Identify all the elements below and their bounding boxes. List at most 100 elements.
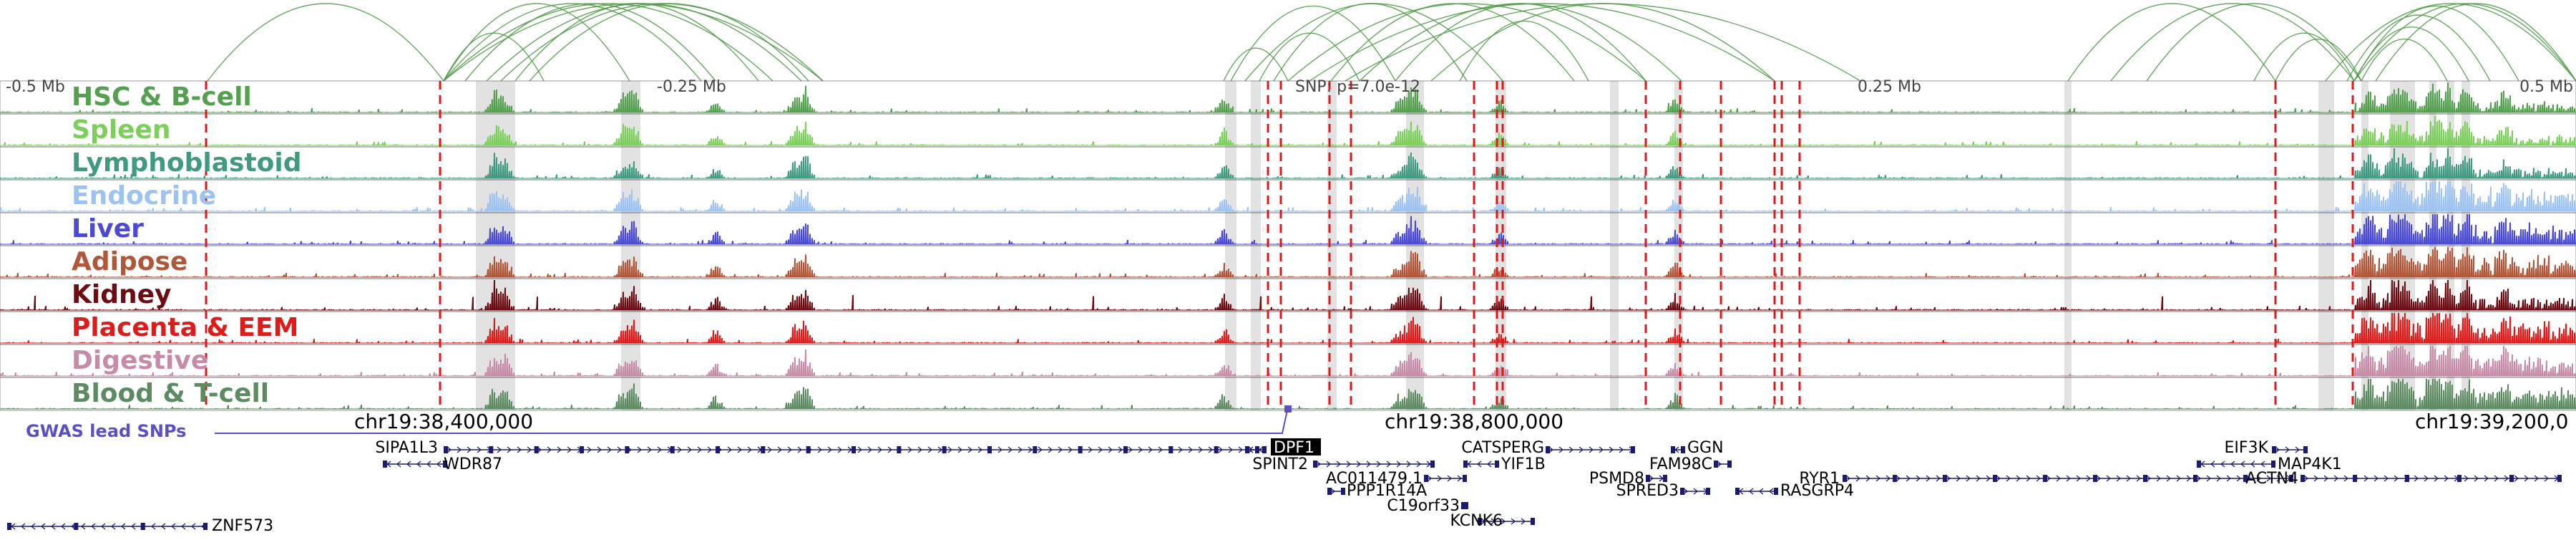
signal-track (0, 278, 2576, 312)
strand-arrow (467, 446, 472, 453)
signal-area (0, 379, 2576, 409)
strand-arrow (1366, 461, 1371, 468)
gene-spred3: SPRED3 (1616, 482, 1710, 500)
strand-arrow (1008, 446, 1013, 453)
strand-arrow (1148, 446, 1153, 453)
strand-arrow (111, 523, 116, 530)
strand-arrow (2250, 461, 2255, 468)
signal-track (0, 179, 2576, 213)
loop-arc (2325, 3, 2576, 82)
strand-arrow (1427, 475, 1432, 482)
strand-arrow (657, 446, 662, 453)
strand-arrow (1330, 488, 1335, 495)
exon (1341, 488, 1345, 495)
gene-catsperg: CATSPERG (1461, 439, 1635, 457)
strand-arrow (1749, 488, 1754, 495)
strand-arrow (2096, 475, 2101, 482)
gene-dpf1: DPF1 (1245, 438, 1321, 457)
strand-arrow (1118, 446, 1123, 453)
loop-arc (529, 3, 809, 82)
gene-label: MAP4K1 (2278, 455, 2342, 473)
strand-arrow (647, 446, 652, 453)
strand-arrow (1683, 488, 1688, 495)
loop-arc (443, 3, 774, 82)
strand-arrow (426, 461, 431, 468)
strand-arrow (2514, 475, 2519, 482)
exon (2509, 475, 2514, 482)
strand-arrow (2524, 475, 2529, 482)
distance-label: 0.5 Mb (2519, 78, 2573, 96)
strand-arrow (2313, 475, 2318, 482)
gene-label: KCNK6 (1450, 512, 1503, 530)
strand-arrow (91, 523, 96, 530)
strand-arrow (477, 446, 482, 453)
strand-arrow (927, 446, 932, 453)
strand-arrow (617, 446, 622, 453)
exon (2303, 446, 2308, 453)
strand-arrow (1048, 446, 1053, 453)
strand-arrow (1986, 475, 1991, 482)
exon (1464, 502, 1468, 509)
strand-arrow (2206, 475, 2211, 482)
gene-label: PSMD8 (1589, 470, 1644, 488)
strand-arrow (547, 446, 552, 453)
exon (1631, 446, 1635, 453)
strand-arrow (1717, 461, 1722, 468)
strand-arrow (527, 446, 532, 453)
strand-arrow (2434, 475, 2439, 482)
loop-arc (2067, 3, 2276, 82)
strand-arrow (21, 523, 26, 530)
strand-arrow (1457, 475, 1462, 482)
strand-arrow (1491, 518, 1496, 525)
strand-arrow (1487, 461, 1492, 468)
strand-arrow (2176, 475, 2181, 482)
gene-highlight-box (1271, 438, 1321, 455)
exon (140, 523, 145, 530)
exon (1663, 475, 1667, 482)
strand-arrow (2230, 461, 2235, 468)
strand-arrow (827, 446, 832, 453)
strand-arrow (121, 523, 126, 530)
signal-track (0, 245, 2576, 279)
strand-arrow (61, 523, 66, 530)
strand-arrow (81, 523, 86, 530)
strand-arrow (687, 446, 692, 453)
strand-arrow (747, 446, 752, 453)
exon (1714, 461, 1718, 468)
exon (383, 461, 387, 468)
loop-arc (2110, 3, 2355, 82)
strand-arrow (1568, 446, 1574, 453)
strand-arrow (517, 446, 522, 453)
strand-arrow (637, 446, 642, 453)
exon (1735, 488, 1740, 495)
loop-arc (1230, 5, 1396, 82)
strand-arrow (2256, 475, 2261, 482)
distance-label: -0.25 Mb (657, 78, 726, 96)
exon (489, 446, 494, 453)
exon (203, 523, 208, 530)
coordinate-label: chr19:39,200,0 (2415, 410, 2568, 433)
loop-arc (486, 3, 802, 82)
loop-arc (464, 3, 716, 82)
strand-arrow (101, 523, 106, 530)
coordinate-label: chr19:38,800,000 (1385, 410, 1563, 433)
strand-arrow (1759, 488, 1764, 495)
loop-arc (443, 3, 630, 82)
strand-arrow (131, 523, 136, 530)
strand-arrow (1896, 475, 1901, 482)
strand-arrow (2136, 475, 2141, 482)
exon (444, 446, 448, 453)
strand-arrow (1609, 446, 1614, 453)
strand-arrow (1356, 461, 1361, 468)
track-label: Adipose (72, 247, 187, 276)
strand-arrow (1108, 446, 1113, 453)
gene-label: EIF3K (2225, 439, 2269, 457)
loop-arc (1287, 3, 1646, 82)
strand-arrow (1326, 461, 1331, 468)
track-frame (0, 245, 2576, 279)
strand-arrow (1178, 446, 1183, 453)
signal-area (0, 181, 2576, 211)
snp-pvalue-label: SNP: p=7.0e-12 (1295, 78, 1420, 96)
strand-arrow (2056, 475, 2061, 482)
